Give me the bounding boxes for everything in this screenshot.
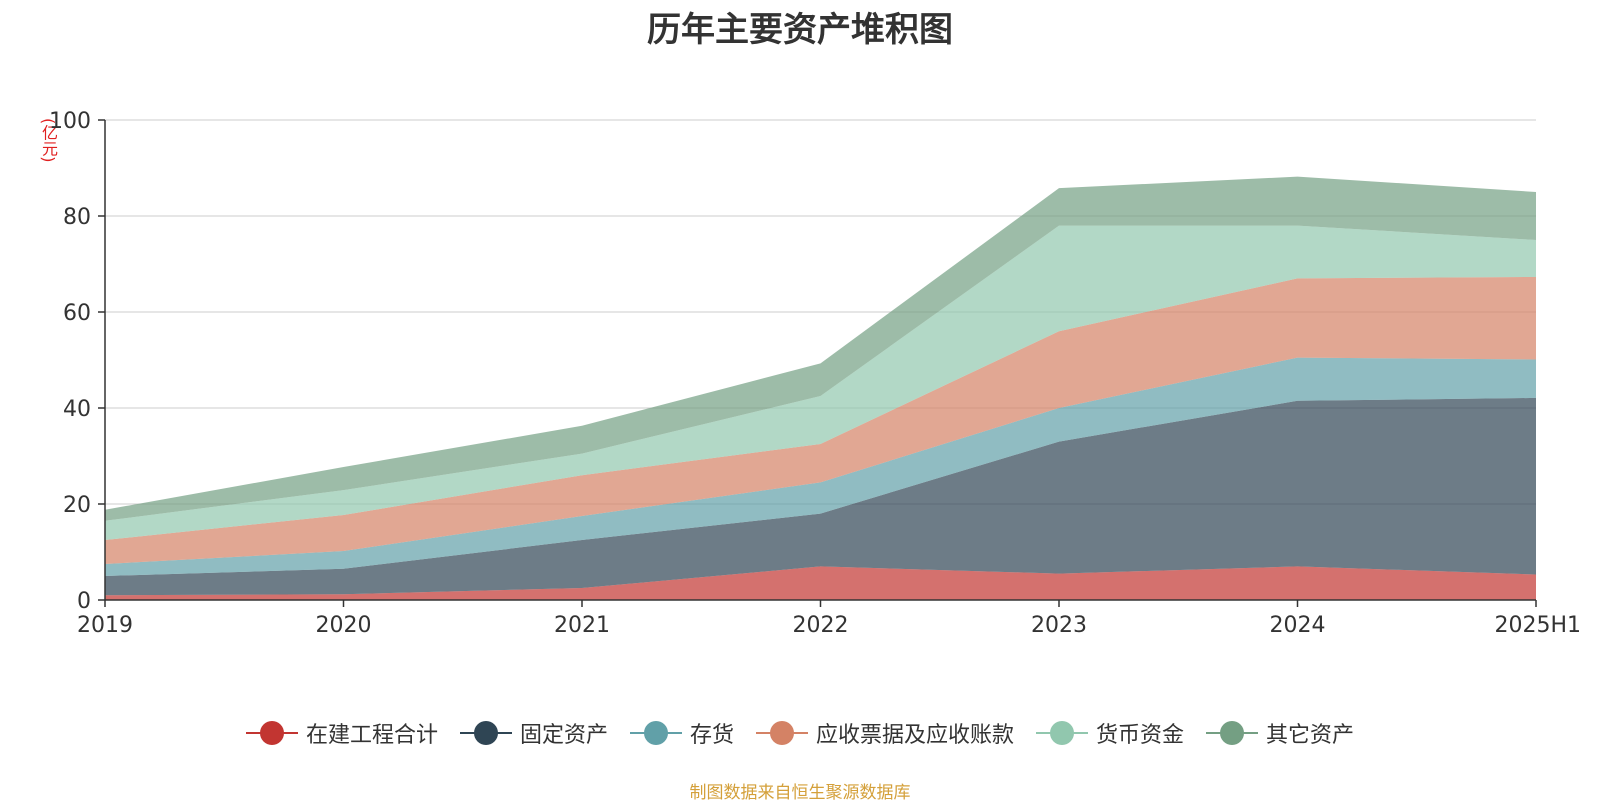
- area-series-6[interactable]: [105, 176, 1536, 521]
- legend-marker-icon: [629, 721, 682, 745]
- x-tick-label: 2021: [554, 613, 610, 638]
- legend-marker-icon: [1206, 721, 1259, 745]
- legend-label: 货币资金: [1096, 723, 1185, 748]
- area-series-4[interactable]: [105, 276, 1536, 564]
- y-tick-label: 20: [63, 493, 91, 518]
- legend: 在建工程合计 固定资产 存货 应收票据及应收账款 货币资金 其它资产: [0, 717, 1600, 749]
- legend-item-2[interactable]: 固定资产: [459, 717, 608, 749]
- x-tick-label: 2024: [1270, 613, 1326, 638]
- legend-marker-icon: [756, 721, 808, 745]
- x-tick-label: 2019: [77, 613, 133, 638]
- legend-item-6[interactable]: 其它资产: [1206, 717, 1354, 749]
- legend-label: 存货: [689, 723, 734, 748]
- y-tick-label: 60: [63, 301, 91, 326]
- legend-label: 固定资产: [519, 723, 608, 748]
- axes: 0 20 40 60 80 100 2019 2020 2021 2022 2023 2024 2025…: [49, 109, 1581, 638]
- area-series-5[interactable]: [105, 225, 1536, 540]
- legend-item-4[interactable]: 应收票据及应收账款: [756, 717, 1014, 749]
- area-series-3[interactable]: [105, 357, 1536, 576]
- legend-marker-icon: [245, 721, 298, 745]
- y-axis-unit: (亿元): [39, 118, 58, 163]
- y-tick-label: 40: [63, 397, 91, 422]
- y-tick-label: 80: [63, 205, 91, 230]
- legend-item-3[interactable]: 存货: [629, 717, 734, 749]
- y-tick-label: 100: [49, 109, 91, 134]
- legend-item-1[interactable]: 在建工程合计: [245, 717, 438, 749]
- legend-label: 应收票据及应收账款: [816, 723, 1015, 748]
- area-series-2[interactable]: [105, 397, 1536, 596]
- y-tick-label: 0: [77, 589, 91, 614]
- x-tick-label: 2025H1: [1494, 613, 1581, 638]
- legend-label: 其它资产: [1266, 723, 1355, 748]
- legend-marker-icon: [459, 721, 512, 745]
- x-tick-label: 2020: [316, 613, 372, 638]
- area-series-1[interactable]: [105, 566, 1536, 600]
- legend-item-5[interactable]: 货币资金: [1036, 717, 1184, 749]
- area-series: [105, 176, 1536, 600]
- source-note: 制图数据来自恒生聚源数据库: [689, 783, 911, 803]
- x-tick-label: 2022: [793, 613, 849, 638]
- legend-label: 在建工程合计: [305, 723, 438, 748]
- chart-title: 历年主要资产堆积图: [647, 10, 953, 50]
- legend-marker-icon: [1036, 721, 1089, 745]
- x-tick-label: 2023: [1031, 613, 1087, 638]
